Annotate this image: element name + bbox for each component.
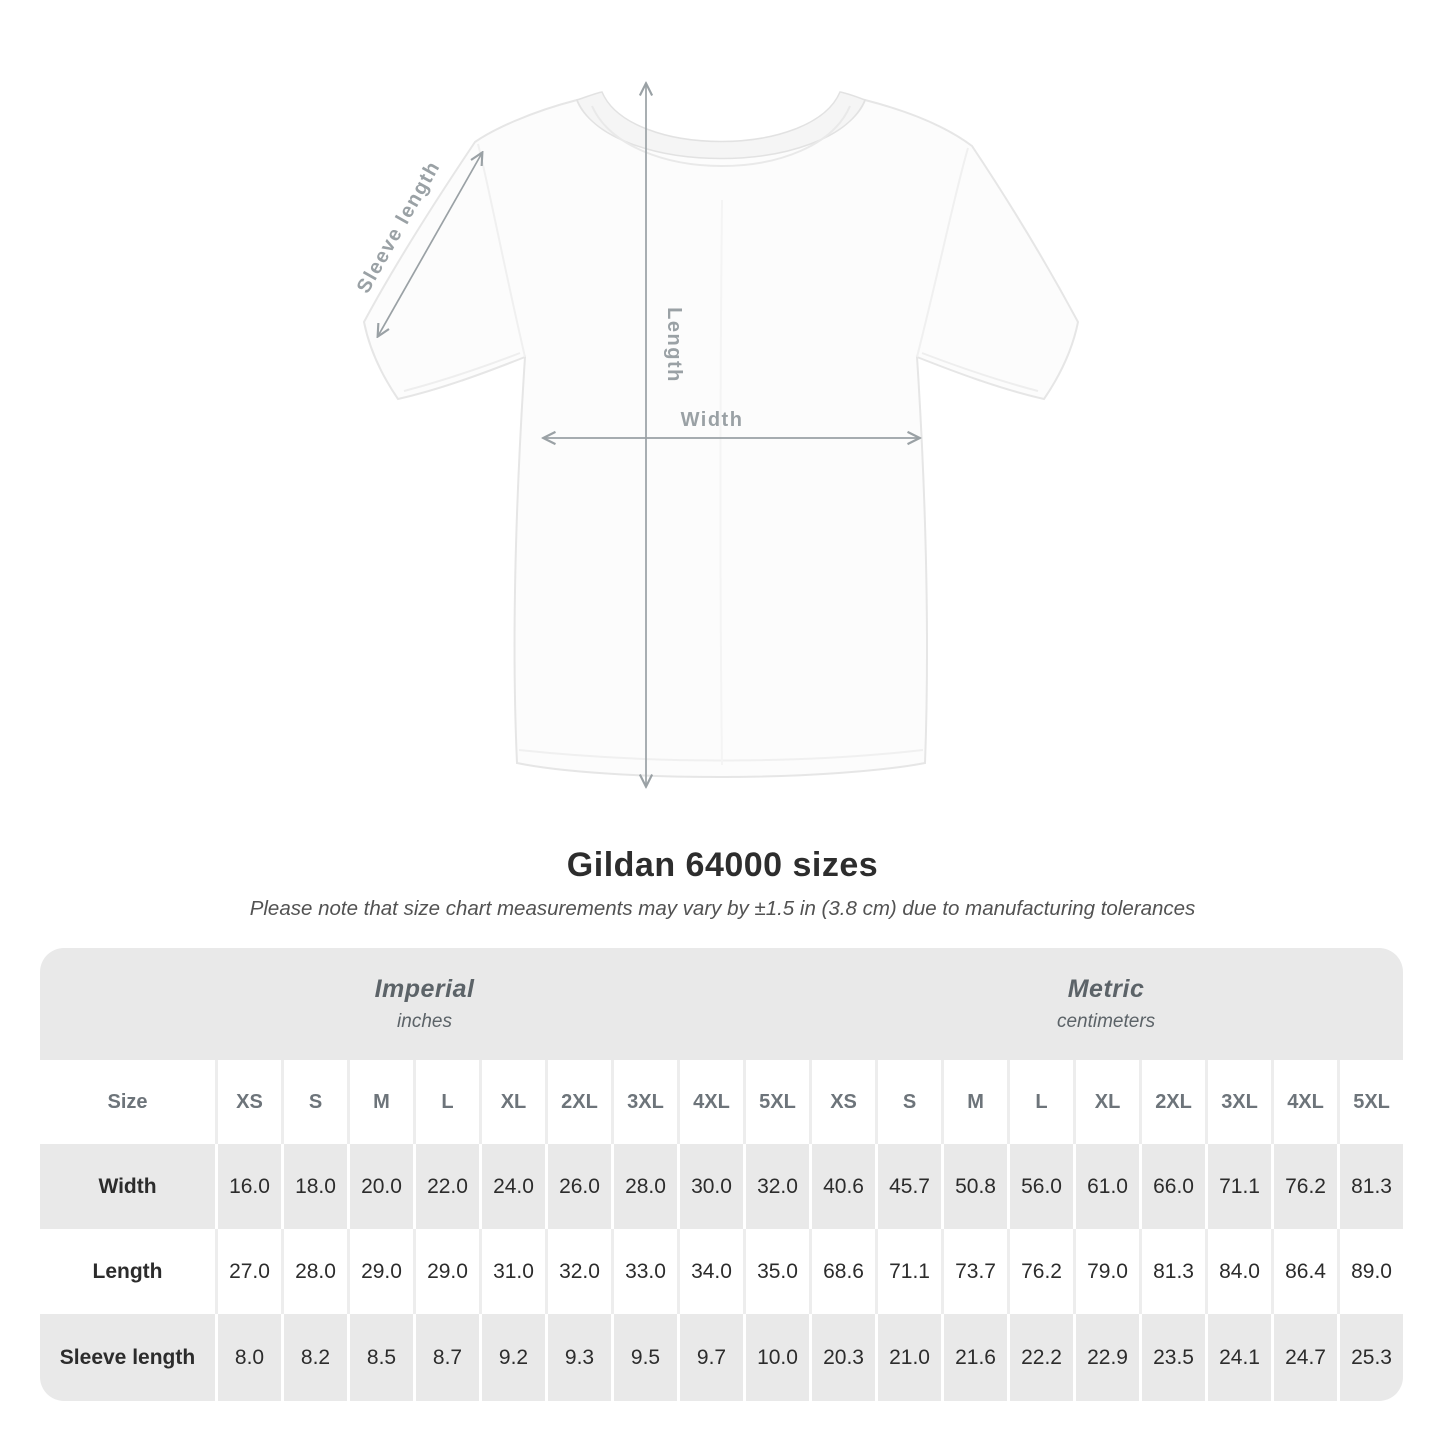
value-cell: 56.0 [1007, 1144, 1074, 1229]
value-cell: 81.3 [1337, 1144, 1404, 1229]
value-cell: 24.0 [479, 1144, 545, 1229]
value-cell: 21.6 [941, 1314, 1008, 1401]
size-header: 2XL [1139, 1060, 1206, 1144]
value-cell: 21.0 [875, 1314, 942, 1401]
sleeve-length-arrow [378, 153, 482, 336]
row-label: Width [40, 1144, 215, 1229]
size-header: M [941, 1060, 1008, 1144]
value-cell: 22.9 [1073, 1314, 1140, 1401]
size-header: 4XL [677, 1060, 743, 1144]
table-row-width: Width 16.0 18.0 20.0 22.0 24.0 26.0 28.0… [40, 1144, 1404, 1229]
size-header: XL [479, 1060, 545, 1144]
measurement-annotations [378, 84, 919, 786]
value-cell: 28.0 [611, 1144, 677, 1229]
tolerance-note: Please note that size chart measurements… [249, 897, 1196, 920]
value-cell: 68.6 [809, 1229, 876, 1314]
value-cell: 8.5 [347, 1314, 413, 1401]
value-cell: 9.3 [545, 1314, 611, 1401]
value-cell: 40.6 [809, 1144, 876, 1229]
table-row-length: Length 27.0 28.0 29.0 29.0 31.0 32.0 33.… [40, 1229, 1404, 1314]
value-cell: 26.0 [545, 1144, 611, 1229]
size-header: S [875, 1060, 942, 1144]
value-cell: 31.0 [479, 1229, 545, 1314]
size-header: XL [1073, 1060, 1140, 1144]
imperial-group-header: Imperial inches [40, 948, 810, 1060]
value-cell: 23.5 [1139, 1314, 1206, 1401]
unit-group-header-row: Imperial inches Metric centimeters [40, 948, 1404, 1060]
value-cell: 27.0 [215, 1229, 281, 1314]
size-header-row: Size XS S M L XL 2XL 3XL 4XL 5XL XS S M … [40, 1060, 1404, 1144]
value-cell: 71.1 [1205, 1144, 1272, 1229]
value-cell: 50.8 [941, 1144, 1008, 1229]
value-cell: 66.0 [1139, 1144, 1206, 1229]
value-cell: 61.0 [1073, 1144, 1140, 1229]
metric-group-header: Metric centimeters [809, 948, 1404, 1060]
value-cell: 30.0 [677, 1144, 743, 1229]
value-cell: 22.2 [1007, 1314, 1074, 1401]
size-header: S [281, 1060, 347, 1144]
size-header: L [413, 1060, 479, 1144]
row-label: Sleeve length [40, 1314, 215, 1401]
value-cell: 32.0 [545, 1229, 611, 1314]
value-cell: 76.2 [1007, 1229, 1074, 1314]
value-cell: 8.0 [215, 1314, 281, 1401]
size-header: 4XL [1271, 1060, 1338, 1144]
width-label: Width [681, 409, 744, 431]
value-cell: 9.5 [611, 1314, 677, 1401]
value-cell: 81.3 [1139, 1229, 1206, 1314]
tshirt-measurement-diagram: Sleeve length Length Width [353, 0, 1080, 830]
size-header: 3XL [1205, 1060, 1272, 1144]
metric-unit: centimeters [1056, 1011, 1156, 1032]
value-cell: 86.4 [1271, 1229, 1338, 1314]
size-header: M [347, 1060, 413, 1144]
size-header: XS [809, 1060, 876, 1144]
value-cell: 45.7 [875, 1144, 942, 1229]
value-cell: 32.0 [743, 1144, 810, 1229]
value-cell: 29.0 [347, 1229, 413, 1314]
size-header: 5XL [743, 1060, 810, 1144]
imperial-label: Imperial [374, 975, 475, 1003]
value-cell: 9.7 [677, 1314, 743, 1401]
page-title: Gildan 64000 sizes [566, 846, 879, 884]
value-cell: 8.2 [281, 1314, 347, 1401]
value-cell: 29.0 [413, 1229, 479, 1314]
value-cell: 18.0 [281, 1144, 347, 1229]
value-cell: 16.0 [215, 1144, 281, 1229]
value-cell: 84.0 [1205, 1229, 1272, 1314]
size-header: 3XL [611, 1060, 677, 1144]
value-cell: 79.0 [1073, 1229, 1140, 1314]
size-header: 2XL [545, 1060, 611, 1144]
size-chart-table: Imperial inches Metric centimeters Size … [40, 948, 1404, 1401]
value-cell: 35.0 [743, 1229, 810, 1314]
table-row-sleeve-length: Sleeve length 8.0 8.2 8.5 8.7 9.2 9.3 9.… [40, 1314, 1404, 1401]
imperial-unit: inches [397, 1011, 452, 1032]
value-cell: 24.1 [1205, 1314, 1272, 1401]
size-header: L [1007, 1060, 1074, 1144]
length-label: Length [663, 307, 685, 383]
value-cell: 76.2 [1271, 1144, 1338, 1229]
tshirt-image [362, 91, 1080, 779]
value-cell: 25.3 [1337, 1314, 1404, 1401]
value-cell: 8.7 [413, 1314, 479, 1401]
value-cell: 73.7 [941, 1229, 1008, 1314]
value-cell: 33.0 [611, 1229, 677, 1314]
value-cell: 34.0 [677, 1229, 743, 1314]
size-header: 5XL [1337, 1060, 1404, 1144]
size-header: XS [215, 1060, 281, 1144]
value-cell: 20.3 [809, 1314, 876, 1401]
row-label: Length [40, 1229, 215, 1314]
value-cell: 89.0 [1337, 1229, 1404, 1314]
value-cell: 24.7 [1271, 1314, 1338, 1401]
value-cell: 28.0 [281, 1229, 347, 1314]
value-cell: 9.2 [479, 1314, 545, 1401]
metric-label: Metric [1067, 975, 1145, 1003]
size-corner-label: Size [40, 1060, 215, 1144]
value-cell: 10.0 [743, 1314, 810, 1401]
value-cell: 71.1 [875, 1229, 942, 1314]
value-cell: 22.0 [413, 1144, 479, 1229]
value-cell: 20.0 [347, 1144, 413, 1229]
